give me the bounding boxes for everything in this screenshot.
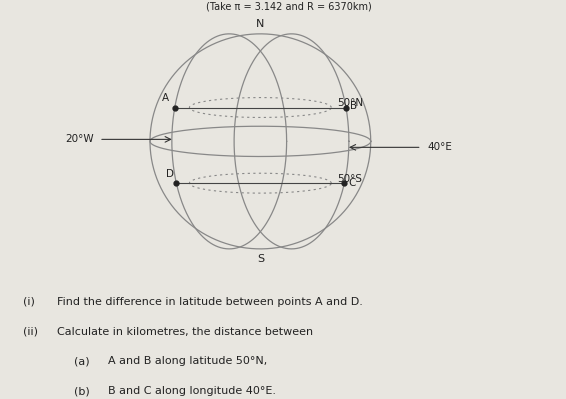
Text: N: N	[256, 19, 264, 29]
Text: S: S	[257, 254, 264, 264]
Text: 50°N: 50°N	[337, 98, 363, 108]
Text: B and C along longitude 40°E.: B and C along longitude 40°E.	[108, 386, 276, 396]
Text: B: B	[350, 101, 357, 111]
Text: Calculate in kilometres, the distance between: Calculate in kilometres, the distance be…	[57, 326, 313, 336]
Text: Find the difference in latitude between points A and D.: Find the difference in latitude between …	[57, 297, 362, 307]
Text: C: C	[348, 178, 355, 188]
Text: 20°W: 20°W	[65, 134, 93, 144]
Text: 40°E: 40°E	[427, 142, 452, 152]
Text: 50°S: 50°S	[337, 174, 362, 184]
Text: (a): (a)	[74, 356, 89, 366]
Text: (i): (i)	[23, 297, 35, 307]
Text: A: A	[162, 93, 169, 103]
Text: A and B along latitude 50°N,: A and B along latitude 50°N,	[108, 356, 267, 366]
Text: (b): (b)	[74, 386, 89, 396]
Text: (Take π = 3.142 and R = 6370km): (Take π = 3.142 and R = 6370km)	[206, 2, 371, 12]
Text: (ii): (ii)	[23, 326, 38, 336]
Text: D: D	[165, 169, 174, 179]
